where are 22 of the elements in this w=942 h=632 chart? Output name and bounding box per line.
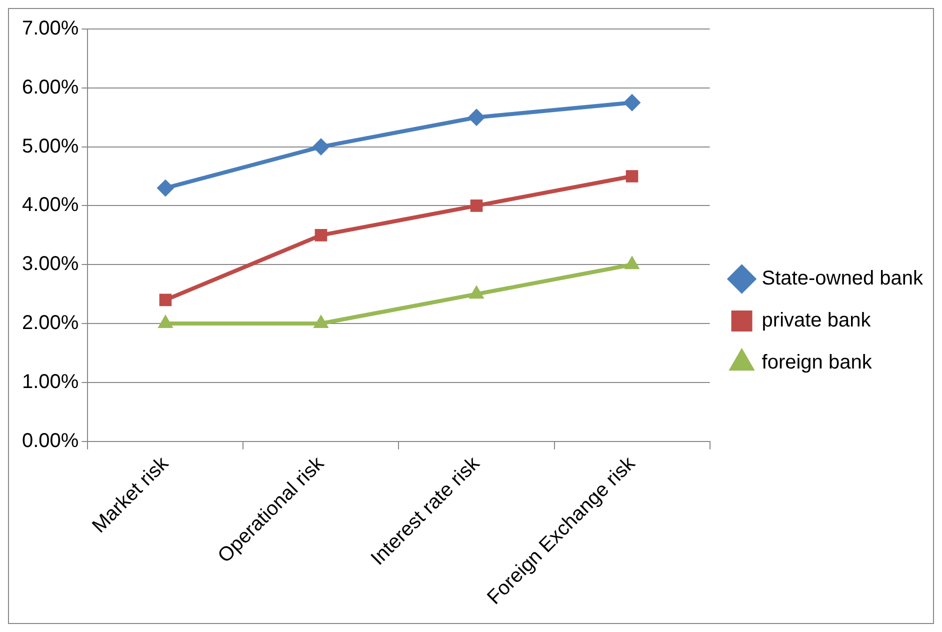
point — [626, 170, 638, 182]
y-tick-label: 3.00% — [22, 253, 79, 276]
legend-label: foreign bank — [762, 352, 873, 374]
y-tick-label: 2.00% — [22, 312, 79, 334]
legend-label: State-owned bank — [762, 268, 924, 290]
point — [158, 315, 173, 328]
point — [624, 94, 641, 112]
legend-label: private bank — [762, 310, 872, 332]
point — [468, 108, 486, 126]
point — [469, 286, 484, 299]
point — [314, 315, 328, 328]
y-tick-label: 0.00% — [22, 430, 79, 452]
point — [314, 229, 328, 242]
point — [470, 200, 483, 212]
y-tick-label: 7.00% — [22, 18, 79, 40]
y-tick-label: 5.00% — [22, 135, 79, 158]
point — [624, 256, 640, 270]
y-tick-label: 4.00% — [22, 194, 79, 216]
point — [312, 138, 330, 156]
y-tick-label: 6.00% — [22, 76, 79, 98]
y-tick-label: 1.00% — [22, 370, 79, 393]
point — [156, 180, 174, 197]
